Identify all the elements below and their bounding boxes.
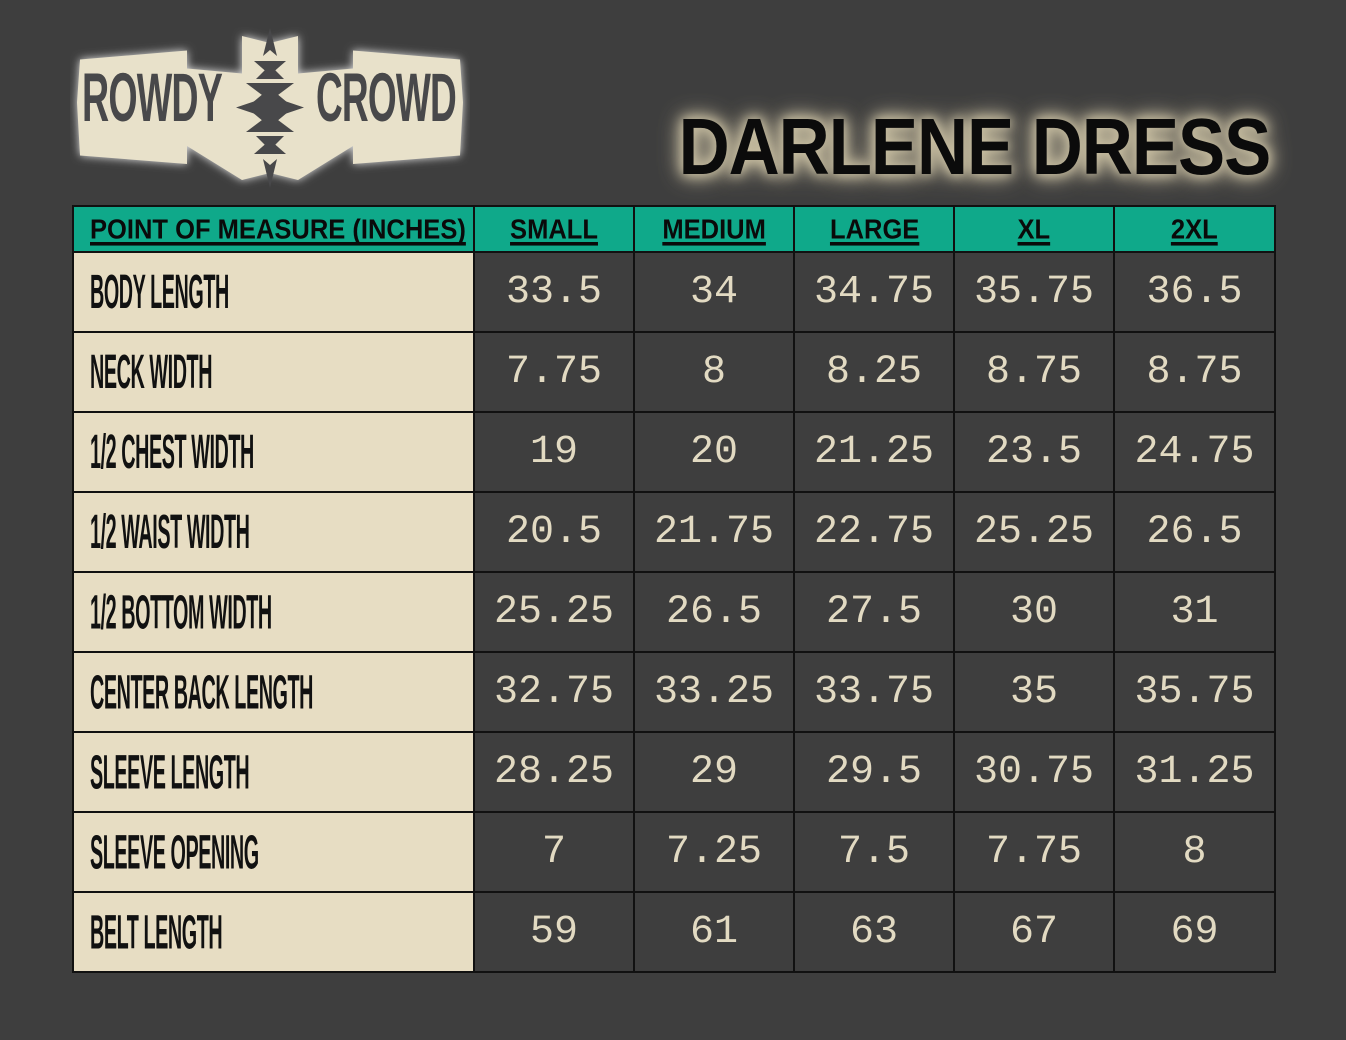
svg-text:CROWD: CROWD (316, 60, 456, 136)
svg-text:ROWDY: ROWDY (82, 60, 223, 136)
